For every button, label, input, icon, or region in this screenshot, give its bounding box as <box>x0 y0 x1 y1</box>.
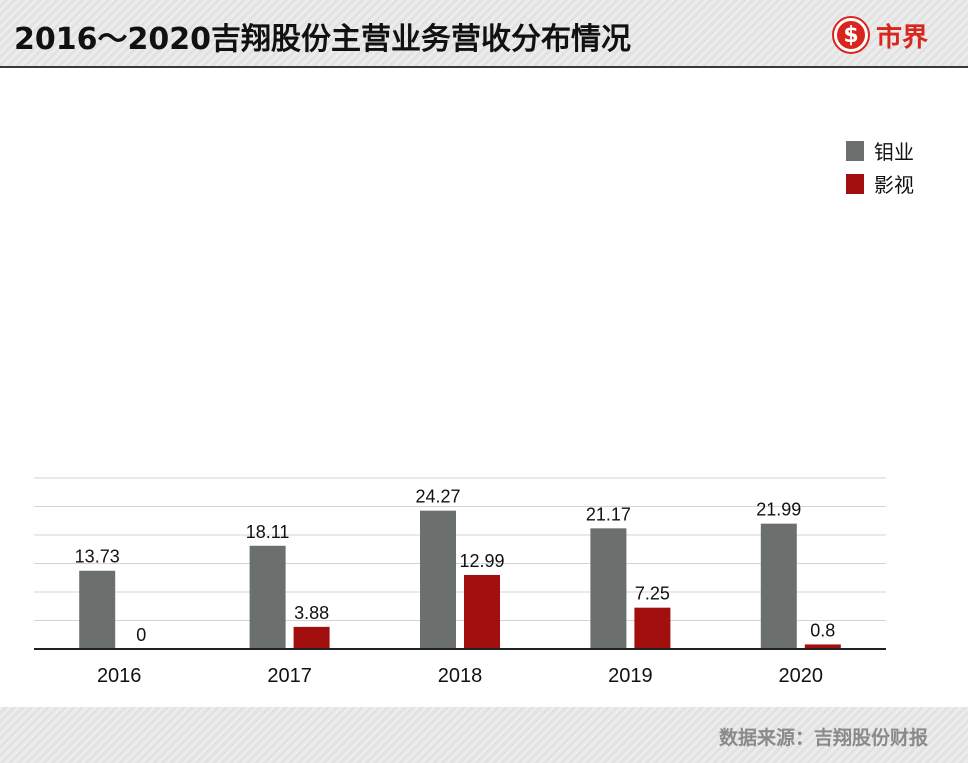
data-label: 21.17 <box>586 504 631 524</box>
data-label: 0.8 <box>810 620 835 640</box>
data-label: 7.25 <box>635 584 670 604</box>
legend-label: 钼业 <box>874 140 914 164</box>
legend-swatch <box>846 174 864 194</box>
bar-series-1 <box>760 523 797 649</box>
x-tick-label: 2016 <box>97 665 142 687</box>
bar-chart: 13.73 0 2016 18.11 3.88 2017 24.27 12.99 2018 21.… <box>34 140 914 687</box>
data-label: 0 <box>136 625 146 645</box>
bar-series-1 <box>590 528 627 649</box>
x-tick-label: 2020 <box>779 665 824 687</box>
data-label: 24.27 <box>415 487 460 507</box>
data-source: 数据来源：吉翔股份财报 <box>718 727 928 749</box>
x-tick-label: 2017 <box>267 665 312 687</box>
logo-text: 市界 <box>875 22 928 53</box>
bar-series-2 <box>634 607 671 649</box>
bar-series-2 <box>293 626 330 649</box>
legend-swatch <box>846 141 864 161</box>
header: 2016～2020吉翔股份主营业务营收分布情况 $ 市界 <box>0 0 968 68</box>
dollar-circle-icon: $ <box>831 16 870 54</box>
data-label: 21.99 <box>756 500 801 520</box>
x-tick-label: 2019 <box>608 665 653 687</box>
brand-logo: $ 市界 <box>831 15 928 55</box>
data-label: 13.73 <box>75 547 120 567</box>
data-label: 3.88 <box>294 603 329 623</box>
page-title: 2016～2020吉翔股份主营业务营收分布情况 <box>14 22 631 57</box>
bar-series-1 <box>420 510 456 649</box>
bar-series-2 <box>464 574 500 649</box>
data-label: 18.11 <box>246 522 290 542</box>
bar-series-2 <box>804 644 841 649</box>
legend-label: 影视 <box>874 173 914 197</box>
bar-series-1 <box>79 570 116 649</box>
footer: 数据来源：吉翔股份财报 <box>0 707 968 763</box>
bar-series-1 <box>249 545 286 649</box>
data-label: 12.99 <box>459 551 504 571</box>
x-tick-label: 2018 <box>438 665 483 687</box>
